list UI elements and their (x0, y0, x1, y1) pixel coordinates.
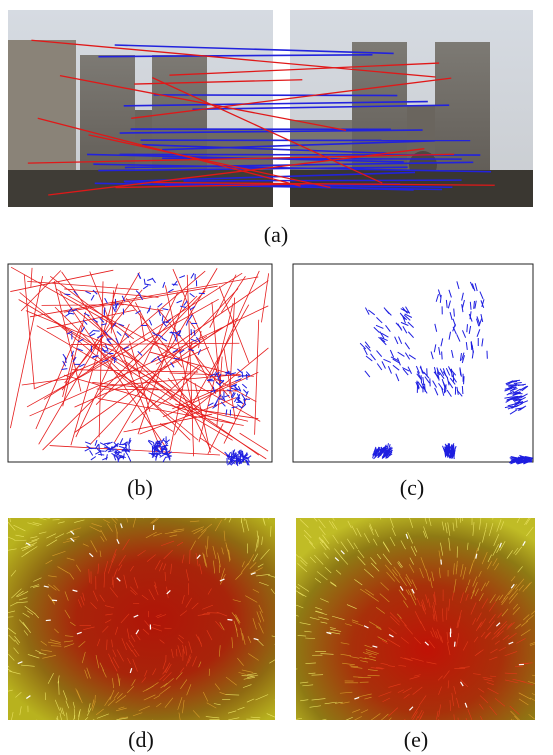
plot-frame (293, 264, 533, 462)
streamline (457, 507, 458, 519)
vector (454, 309, 455, 317)
vector (98, 454, 104, 455)
flow-arrow (454, 642, 455, 647)
streamline (522, 513, 525, 518)
streamline (143, 507, 147, 518)
streamline (4, 646, 8, 651)
vector (64, 294, 70, 295)
vector (467, 324, 468, 332)
vector (451, 369, 452, 377)
flow-arrow (46, 620, 51, 621)
vector (115, 357, 116, 363)
streamline (84, 719, 94, 725)
panel-label: (e) (404, 727, 428, 752)
vector (462, 386, 463, 394)
streamline (275, 643, 284, 645)
figure: (a) (b) (c) (d) (e) (0, 0, 553, 755)
streamline (437, 719, 439, 728)
streamline (347, 720, 359, 727)
streamline (215, 511, 227, 518)
vector (162, 322, 168, 323)
streamline (285, 600, 296, 605)
streamline (446, 512, 447, 518)
flow-arrow (441, 560, 442, 565)
streamline (143, 510, 146, 518)
vector (246, 374, 247, 380)
vector (242, 372, 243, 378)
flow-arrow (227, 620, 232, 621)
streamline (286, 669, 297, 671)
panel-label: (c) (400, 475, 424, 500)
vector (114, 452, 120, 453)
flow-field (8, 518, 275, 720)
flow-arrow (52, 600, 57, 601)
photo-right (290, 10, 533, 207)
vector (154, 445, 155, 451)
panel-label: (a) (264, 222, 288, 247)
vector (464, 376, 465, 384)
panel-label: (b) (127, 475, 153, 500)
streamline (1, 660, 9, 668)
streamline (37, 720, 42, 733)
streamline (513, 720, 519, 727)
streamline (266, 507, 269, 519)
vector (240, 451, 241, 457)
panel-label: (d) (128, 727, 154, 752)
match-line (184, 180, 462, 181)
streamline (275, 577, 281, 581)
vector (231, 452, 232, 458)
vector (442, 351, 443, 359)
